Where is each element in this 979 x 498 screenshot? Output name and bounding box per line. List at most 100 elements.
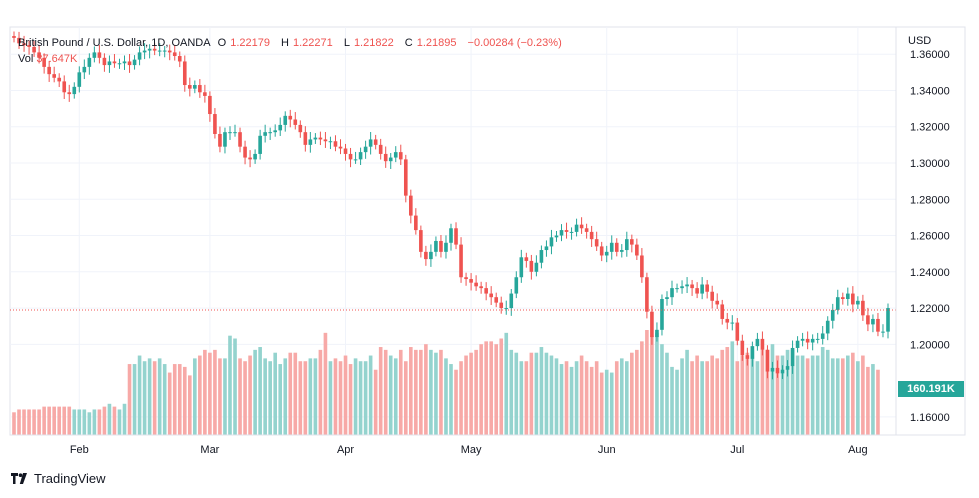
candle [167, 44, 172, 61]
candle-body [710, 291, 715, 301]
candle-body [203, 92, 207, 96]
candle-body [504, 308, 509, 310]
candle-body [810, 338, 815, 343]
volume-bar [760, 349, 765, 435]
x-tick-label: May [461, 444, 482, 456]
candle-body [243, 146, 247, 158]
candle-body [62, 81, 67, 93]
volume-bar [263, 358, 267, 435]
candle-body [745, 355, 750, 359]
volume-bar [851, 352, 855, 435]
candle [564, 222, 569, 239]
candle [424, 245, 428, 266]
candle-body [107, 61, 112, 66]
candle [614, 238, 619, 257]
candle-body [147, 48, 152, 51]
candle-body [157, 50, 162, 52]
candle-body [213, 114, 217, 134]
candle-body [258, 135, 262, 154]
candle [810, 334, 815, 351]
candle-body [398, 152, 403, 160]
volume-bar [363, 361, 368, 435]
candle-body [414, 215, 418, 231]
candle [780, 365, 785, 379]
volume-bar [12, 412, 16, 435]
volume-bar [107, 403, 112, 435]
volume-bar [57, 406, 62, 435]
volume-bar [720, 349, 725, 435]
candle [429, 244, 433, 267]
candle-body [403, 159, 408, 196]
candle [248, 150, 252, 168]
candle-body [323, 139, 328, 142]
candle-body [368, 139, 373, 147]
time-axis[interactable]: Feb Mar Apr May Jun Jul Aug [10, 434, 965, 456]
candle [750, 341, 755, 367]
close-value: 1.21895 [416, 37, 457, 49]
candle [725, 312, 730, 330]
volume-bar [494, 344, 499, 435]
candle [142, 43, 147, 60]
candle [876, 312, 880, 337]
candle-body [444, 242, 448, 252]
volume-bar [449, 364, 453, 435]
candle [856, 296, 860, 309]
volume-bar [640, 341, 644, 435]
volume-bar [469, 352, 473, 435]
candle [92, 46, 97, 63]
volume-bar [258, 347, 262, 435]
chart-legend: British Pound / U.S. Dollar, 1D, OANDA O… [18, 35, 566, 51]
candle [233, 124, 237, 137]
candle [32, 40, 36, 57]
volume-bar [790, 349, 795, 435]
candle [278, 117, 283, 136]
price-axis[interactable]: 1.36000 1.34000 1.32000 1.30000 1.28000 1.260… [895, 27, 950, 435]
volume-bar [670, 366, 674, 435]
volume-bar [22, 409, 26, 435]
candle [851, 286, 855, 313]
candle-body [805, 338, 810, 343]
candle [313, 133, 318, 144]
volume-bar [92, 409, 97, 435]
volume-bar [574, 361, 579, 435]
volume-bar [876, 369, 880, 435]
x-tick-label: Jul [730, 444, 744, 456]
candle [268, 127, 272, 140]
candle [213, 108, 217, 139]
symbol-title[interactable]: British Pound / U.S. Dollar, 1D, OANDA [18, 37, 211, 49]
tradingview-brand[interactable]: TradingView [10, 471, 106, 486]
candle-body [529, 260, 534, 272]
chart-grid [10, 27, 896, 435]
candle-body [851, 293, 855, 305]
volume-bar [223, 358, 227, 435]
change-value: −0.00284 (−0.23%) [467, 37, 562, 49]
candle [198, 79, 202, 98]
candle [594, 231, 599, 251]
volume-bar [127, 364, 132, 435]
candle [403, 154, 408, 203]
candle-body [117, 63, 122, 65]
candle-body [348, 153, 353, 160]
candle [122, 55, 127, 70]
tradingview-logo-icon [11, 472, 27, 484]
candle-body [17, 37, 21, 44]
candle [449, 223, 453, 251]
candle-body [343, 148, 348, 154]
candle-body [273, 130, 278, 133]
candle [238, 127, 242, 153]
candle [760, 331, 765, 356]
candle-body [489, 293, 493, 298]
candle-body [479, 286, 483, 289]
open-label: O 1.22179 [217, 37, 270, 49]
candle [117, 58, 122, 69]
y-tick-label: 1.20000 [910, 339, 950, 351]
high-value: 1.22271 [292, 37, 333, 49]
candle [333, 135, 338, 152]
volume-bar [393, 358, 398, 435]
candle-body [419, 230, 423, 252]
candle [112, 54, 117, 68]
candle [514, 271, 519, 299]
candle-body [519, 257, 524, 278]
candle-body [57, 77, 62, 82]
